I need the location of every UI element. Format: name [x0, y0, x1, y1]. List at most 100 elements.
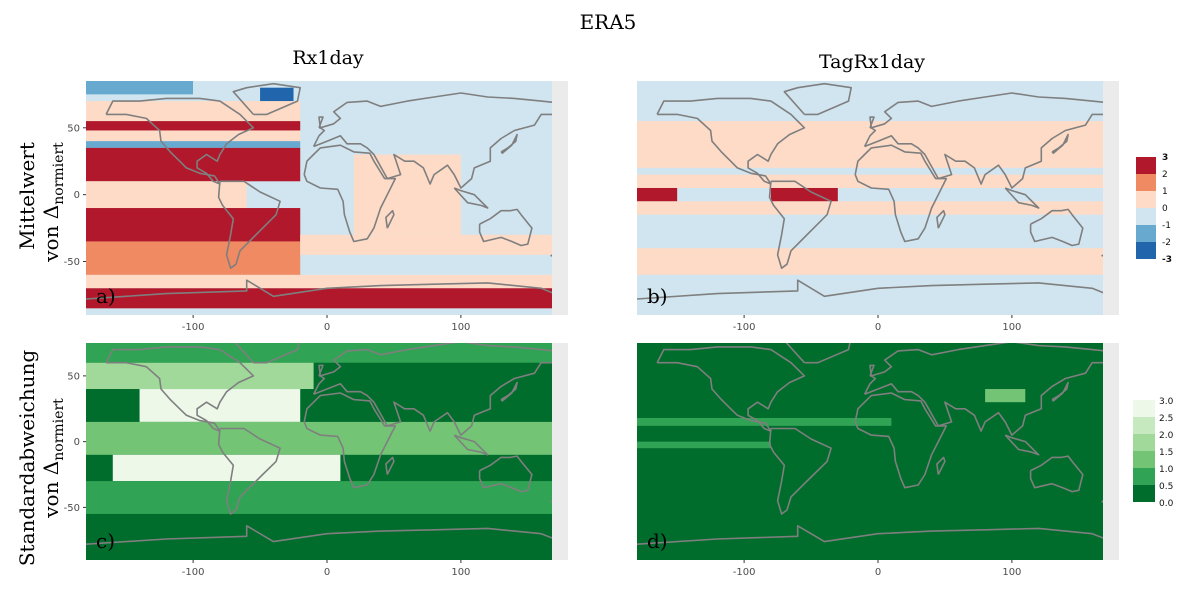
panel-label-d: d) [647, 529, 668, 553]
heatmap-band-2 [140, 389, 301, 422]
x-tick-label: -100 [182, 567, 205, 578]
map-panel-b: b) -100 0 100 [637, 81, 1119, 333]
heatmap-band-3 [86, 422, 568, 455]
heatmap-band-8 [86, 148, 300, 181]
legend-sd-label-5: 0.5 [1159, 482, 1173, 492]
y-tick-label: -50 [64, 257, 80, 268]
heatmap-band-6 [86, 514, 568, 547]
x-tick-label: 100 [1002, 322, 1021, 333]
heatmap-band-2 [637, 168, 1119, 175]
heatmap-band-4 [637, 188, 677, 201]
row-label-mean: Mittelwert von Δnormiert [15, 142, 67, 263]
row-label-mean-line1: Mittelwert [15, 142, 39, 250]
x-tick-label: 100 [451, 567, 470, 578]
column-title-tagrx1day: TagRx1day [819, 51, 925, 73]
y-tick-label: 0 [74, 437, 80, 448]
row-label-mean-sub: normiert [51, 142, 67, 205]
column-title-rx1day: Rx1day [292, 47, 364, 69]
x-tick-label: -100 [733, 567, 756, 578]
legend-sd-label-0: 3.0 [1159, 397, 1174, 407]
heatmap-field [86, 333, 568, 561]
map-panels: a) -100 0 100 50 0 -50 b) -100 0 100 c) -100 0 100 50 0 -… [64, 81, 1119, 578]
x-tick-label: -100 [733, 322, 756, 333]
legend-mean-key-5 [1136, 242, 1156, 259]
heatmap-band-1 [86, 363, 314, 389]
legend-mean-label-3: 0 [1162, 204, 1168, 214]
heatmap-field [637, 333, 1119, 561]
row-label-mean-line2: von Δ [39, 205, 63, 263]
legend-mean: 3210-1-2-3 [1136, 153, 1172, 265]
panel-label-b: b) [647, 284, 668, 308]
legend-mean-label-1: 2 [1162, 170, 1168, 180]
x-tick-label: 100 [451, 322, 470, 333]
x-tick-label: 0 [875, 567, 881, 578]
heatmap-band-1 [637, 418, 891, 426]
x-tick-label: 0 [875, 322, 881, 333]
row-label-sd-line2: von Δ [39, 461, 63, 519]
heatmap-band-9 [637, 275, 1119, 308]
panel-label-c: c) [96, 529, 115, 553]
y-tick-label: 0 [74, 190, 80, 201]
legend-mean-label-5: -2 [1162, 238, 1171, 248]
heatmap-band-11 [86, 241, 300, 274]
heatmap-band-3 [86, 101, 300, 121]
heatmap-field [86, 81, 568, 315]
heatmap-band-0 [637, 343, 1119, 560]
legend-sd-key-1 [1133, 417, 1155, 434]
figure-title: ERA5 [580, 10, 637, 34]
row-label-sd-sub: normiert [51, 398, 67, 461]
heatmap-field [637, 81, 1119, 315]
heatmap-band-7 [86, 141, 300, 148]
y-tick-label: 50 [67, 123, 80, 134]
heatmap-band-2 [637, 442, 771, 449]
legend-sd-label-3: 1.5 [1159, 448, 1173, 458]
panel-label-a: a) [96, 284, 116, 308]
heatmap-band-7 [637, 215, 1119, 248]
row-label-sd: Standardabweichung von Δnormiert [15, 350, 67, 567]
heatmap-band-12 [86, 275, 568, 288]
heatmap-band-4 [113, 455, 341, 481]
legend-mean-key-0 [1136, 157, 1156, 174]
map-panel-c: c) -100 0 100 50 0 -50 [64, 333, 568, 579]
legend-sd-key-4 [1133, 468, 1155, 485]
legend-sd-key-3 [1133, 451, 1155, 468]
legend-mean-label-6: -3 [1162, 255, 1172, 265]
legend-mean-label-4: -1 [1162, 221, 1171, 231]
x-tick-label: 100 [1002, 567, 1021, 578]
map-panel-d: d) -100 0 100 [637, 333, 1119, 579]
heatmap-band-5 [86, 130, 247, 141]
heatmap-band-1 [637, 121, 1119, 168]
legend-sd-label-1: 2.5 [1159, 414, 1173, 424]
heatmap-band-0 [637, 81, 1119, 121]
x-tick-label: 0 [324, 322, 330, 333]
legend-sd-key-0 [1133, 400, 1155, 417]
legend-sd-label-6: 0.0 [1159, 499, 1174, 509]
legend-sd: 3.0 2.5 2.0 1.5 1.0 0.5 0.0 [1133, 397, 1174, 509]
legend-mean-key-4 [1136, 225, 1156, 242]
row-label-sd-line1: Standardabweichung [15, 350, 39, 567]
legend-sd-label-4: 1.0 [1159, 465, 1174, 475]
heatmap-band-5 [86, 481, 568, 514]
legend-sd-label-2: 2.0 [1159, 431, 1174, 441]
legend-mean-label-0: 3 [1162, 153, 1168, 163]
map-panel-a: a) -100 0 100 50 0 -50 [64, 81, 568, 333]
y-tick-label: 50 [67, 371, 80, 382]
heatmap-band-13 [86, 288, 568, 308]
legend-mean-key-1 [1136, 174, 1156, 191]
heatmap-band-4 [86, 121, 300, 130]
heatmap-band-0 [86, 81, 193, 94]
heatmap-band-6 [637, 201, 1119, 214]
svg-text:von Δnormiert: von Δnormiert [39, 398, 67, 519]
legend-mean-key-3 [1136, 208, 1156, 225]
legend-sd-key-5 [1133, 485, 1155, 502]
heatmap-band-3 [985, 389, 1025, 402]
heatmap-band-6 [247, 130, 301, 141]
heatmap-band-10 [86, 208, 300, 241]
legend-sd-key-2 [1133, 434, 1155, 451]
x-tick-label: -100 [182, 322, 205, 333]
svg-text:von Δnormiert: von Δnormiert [39, 142, 67, 263]
heatmap-band-3 [637, 175, 1119, 188]
heatmap-band-8 [637, 248, 1119, 275]
x-tick-label: 0 [324, 567, 330, 578]
